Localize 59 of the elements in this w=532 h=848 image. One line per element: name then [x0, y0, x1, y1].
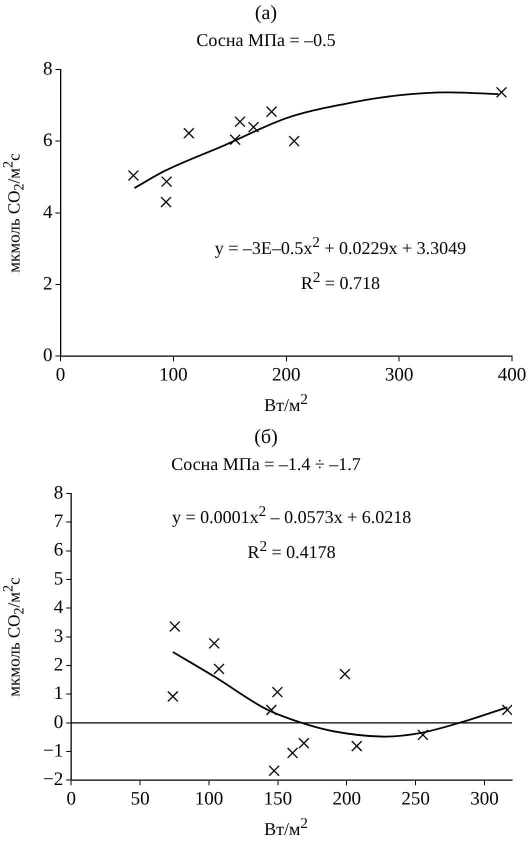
- x-tick-label: 400: [498, 364, 526, 386]
- point: [208, 638, 220, 649]
- point: [169, 620, 180, 632]
- x-tick-label: 200: [272, 364, 300, 386]
- y-tick-label: 4: [54, 597, 64, 618]
- point: [272, 686, 284, 698]
- annotation: R$^{2}$ = 0.4178: [248, 538, 336, 563]
- point: [167, 690, 178, 702]
- point: [298, 738, 310, 749]
- y-tick-label: 6: [54, 540, 64, 561]
- y-tick-label: −2: [42, 769, 64, 790]
- y-tick-label: 1: [54, 683, 64, 704]
- point: [417, 729, 428, 740]
- x-axis-title: Вт/м$^{2}$: [263, 816, 309, 840]
- y-tick-label: −1: [42, 740, 64, 762]
- y-tick-label: 0: [54, 712, 64, 733]
- point: [351, 740, 362, 752]
- point: [161, 176, 172, 188]
- x-tick-label: 50: [130, 788, 150, 810]
- point: [286, 747, 298, 759]
- y-tick-label: 6: [43, 130, 52, 152]
- x-axis-title: Вт/м$^{2}$: [263, 392, 309, 416]
- point: [266, 106, 278, 118]
- point: [339, 668, 351, 680]
- x-tick-label: 100: [194, 788, 224, 810]
- annotation: R$^{2}$ = 0.718: [300, 270, 380, 294]
- point: [230, 134, 241, 146]
- x-tick-label: 300: [470, 788, 499, 810]
- point: [160, 196, 172, 208]
- annotation: y = –3E–0.5x$^{2}$ + 0.0229x + 3.3049: [214, 235, 466, 260]
- point: [496, 86, 508, 98]
- y-tick-label: 0: [43, 345, 52, 366]
- chart-subtitle: Сосна МПа = –1.4 ÷ –1.7: [170, 454, 362, 475]
- y-tick-label: 8: [43, 58, 52, 80]
- y-tick-label: 2: [54, 654, 64, 676]
- chart-title: (б): [253, 426, 279, 449]
- x-tick-label: 250: [401, 788, 430, 810]
- y-tick-label: 3: [54, 626, 64, 647]
- chart-subtitle: Сосна МПа = –0.5: [195, 30, 337, 51]
- y-tick-label: 8: [54, 482, 64, 504]
- y-tick-label: 7: [54, 511, 64, 532]
- chart-title: (a): [254, 2, 278, 25]
- point: [266, 704, 277, 716]
- x-tick-label: 200: [332, 788, 361, 810]
- x-tick-label: 150: [264, 788, 292, 810]
- annotation: y = 0.0001x$^{2}$ – 0.0573x + 6.0218: [172, 504, 412, 528]
- y-tick-label: 4: [43, 202, 53, 223]
- point: [502, 704, 512, 716]
- point: [248, 122, 260, 133]
- x-tick-label: 300: [384, 364, 414, 386]
- point: [268, 765, 280, 776]
- y-tick-label: 5: [54, 568, 64, 590]
- point: [234, 116, 246, 128]
- point: [183, 128, 194, 139]
- point: [288, 136, 300, 147]
- y-tick-label: 2: [43, 273, 52, 294]
- x-tick-label: 100: [159, 364, 188, 386]
- point: [213, 663, 225, 675]
- point: [128, 170, 140, 182]
